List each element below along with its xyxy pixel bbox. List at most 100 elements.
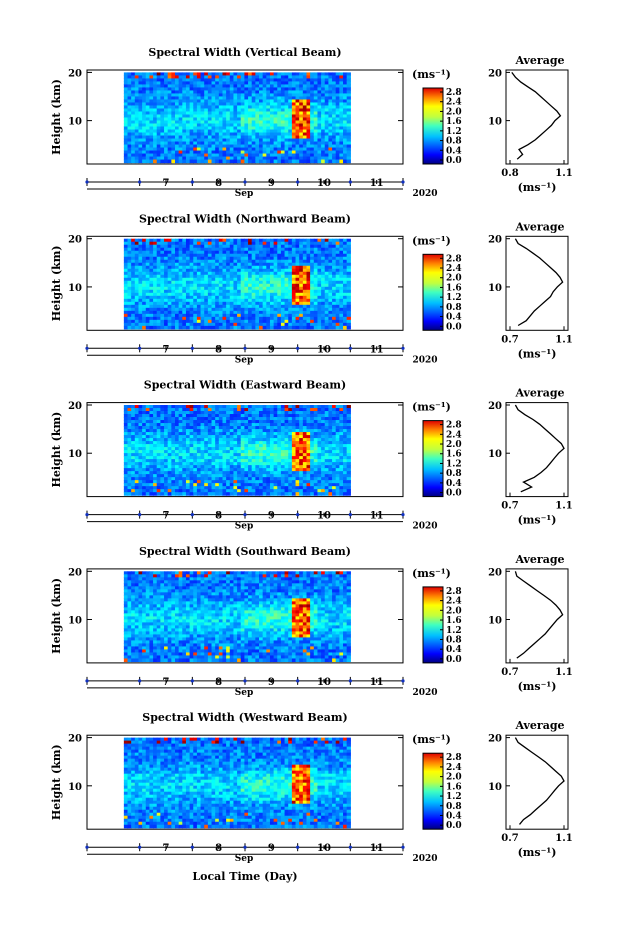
heatmap-cell xyxy=(123,313,129,318)
heatmap-cell xyxy=(328,126,333,131)
heatmap-cell xyxy=(196,156,202,161)
heatmap-cell xyxy=(251,247,256,252)
heatmap-cell xyxy=(200,150,205,155)
heatmap-cell xyxy=(160,307,165,312)
heatmap-cell xyxy=(269,304,275,309)
heatmap-cell xyxy=(343,126,348,131)
heatmap-cell xyxy=(255,274,260,279)
heatmap-cell xyxy=(185,492,191,496)
heatmap-cell xyxy=(288,325,293,330)
heatmap-cell xyxy=(196,277,202,282)
heatmap-cell xyxy=(262,120,267,125)
heatmap-cell xyxy=(156,274,161,279)
heatmap-cell xyxy=(233,108,238,113)
heatmap-cell xyxy=(284,244,289,249)
heatmap-cell xyxy=(160,84,165,89)
heatmap-cell xyxy=(196,262,202,267)
heatmap-cell xyxy=(189,253,194,258)
heatmap-cell xyxy=(145,289,151,294)
heatmap-cell xyxy=(189,93,194,98)
heatmap-cell xyxy=(255,292,260,297)
heatmap-cell xyxy=(156,492,161,496)
colorbar-tick-label: 1.2 xyxy=(446,293,462,303)
heatmap-cell xyxy=(167,307,172,312)
heatmap-cell xyxy=(215,93,220,98)
heatmap-cell xyxy=(123,289,129,294)
heatmap-cell xyxy=(335,144,340,149)
heatmap-cell xyxy=(226,156,231,161)
heatmap-cell xyxy=(259,274,264,279)
heatmap-cell xyxy=(175,120,180,125)
heatmap-cell xyxy=(262,150,267,155)
heatmap-cell xyxy=(145,253,151,258)
heatmap-cell xyxy=(280,295,286,300)
heatmap-cell xyxy=(248,75,253,80)
heatmap-cell xyxy=(317,132,322,137)
heatmap-cell xyxy=(207,313,213,318)
heatmap-cell xyxy=(273,304,278,309)
heatmap-cell xyxy=(149,286,154,291)
heatmap-cell xyxy=(255,117,260,122)
heatmap-cell xyxy=(193,286,198,291)
heatmap-cell xyxy=(134,114,140,119)
heatmap-cell xyxy=(335,147,340,152)
heatmap-cell xyxy=(244,147,249,152)
heatmap-cell xyxy=(211,123,216,128)
heatmap-cell xyxy=(317,144,322,149)
heatmap-cell xyxy=(185,295,191,300)
heatmap-cell xyxy=(222,75,227,80)
heatmap-cell xyxy=(218,159,224,164)
heatmap-cell xyxy=(123,132,129,137)
heatmap-cell xyxy=(175,241,180,246)
heatmap-cell xyxy=(167,256,172,261)
heatmap-cell xyxy=(142,99,147,104)
heatmap-cell xyxy=(182,81,187,86)
heatmap-cell xyxy=(280,156,286,161)
heatmap-cell xyxy=(269,96,275,101)
heatmap-cell xyxy=(346,144,351,149)
heatmap-cell xyxy=(229,96,235,101)
heatmap-cell xyxy=(127,144,132,149)
heatmap-cell xyxy=(255,265,260,270)
heatmap-cell xyxy=(178,117,183,122)
heatmap-cell xyxy=(262,310,267,315)
heatmap-cell xyxy=(215,123,220,128)
heatmap-cell xyxy=(175,105,180,110)
x-tick-label: 11 xyxy=(370,344,384,355)
heatmap-cell xyxy=(200,325,205,330)
heatmap-cell xyxy=(262,283,267,288)
heatmap-cell xyxy=(324,111,330,116)
heatmap-cell xyxy=(222,144,227,149)
heatmap-cell xyxy=(215,135,220,140)
heatmap-cell xyxy=(218,319,224,324)
heatmap-cell xyxy=(160,265,165,270)
heatmap-cell xyxy=(189,313,194,318)
heatmap-cell xyxy=(211,283,216,288)
heatmap-cell xyxy=(266,253,271,258)
heatmap-cell xyxy=(153,268,158,273)
heatmap-cell xyxy=(218,108,224,113)
heatmap-cell xyxy=(317,135,322,140)
heatmap-cell xyxy=(207,316,213,321)
heatmap-cell xyxy=(207,307,213,312)
heatmap-cell xyxy=(306,75,311,80)
heatmap-cell xyxy=(164,295,169,300)
heatmap-cell xyxy=(204,322,209,327)
heatmap-cell xyxy=(153,75,158,80)
heatmap-cell xyxy=(273,123,278,128)
heatmap-cell xyxy=(233,286,238,291)
heatmap-cell xyxy=(134,322,140,327)
heatmap-cell xyxy=(306,84,311,89)
heatmap-cell xyxy=(211,105,216,110)
heatmap-cell xyxy=(226,102,231,107)
heatmap-cell xyxy=(193,307,198,312)
heatmap-cell xyxy=(189,310,194,315)
heatmap-cell xyxy=(262,289,267,294)
heatmap-cell xyxy=(200,304,205,309)
heatmap-cell xyxy=(189,150,194,155)
heatmap-cell xyxy=(123,78,129,83)
heatmap-cell xyxy=(211,90,216,95)
heatmap-cell xyxy=(167,301,172,306)
heatmap-cell xyxy=(134,277,140,282)
heatmap-cell xyxy=(164,84,169,89)
